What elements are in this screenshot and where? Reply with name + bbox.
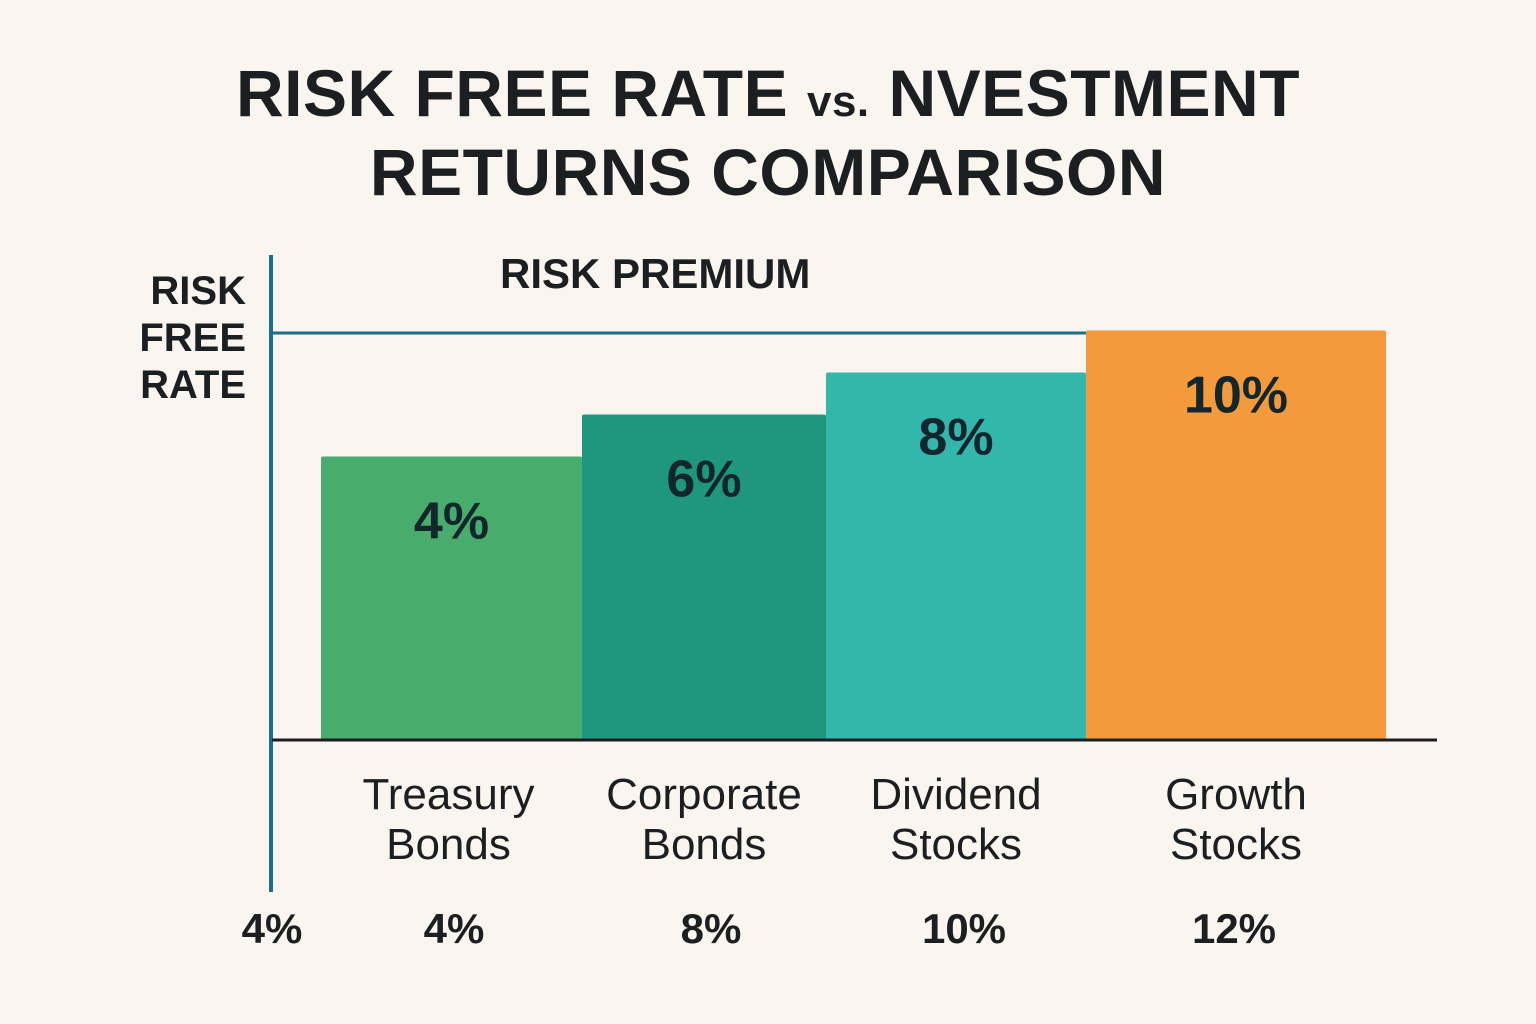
bar	[582, 414, 826, 740]
y-label-line: FREE	[139, 316, 246, 360]
y-label-line: RATE	[140, 363, 246, 407]
x-tick-label-line: Bonds	[386, 820, 511, 869]
x-tick-label-line: Stocks	[1169, 820, 1303, 869]
x-tick-label-line: Growth	[1165, 770, 1307, 819]
risk-premium-annotation: RISK PREMIUM	[500, 250, 811, 297]
x-tick-label-line: Corporate	[606, 770, 802, 819]
bar-value-label: 8%	[918, 409, 993, 467]
return-label: 4%	[241, 905, 303, 952]
x-tick-label: Growth Stocks	[1086, 770, 1386, 870]
return-label: 10%	[921, 905, 1007, 952]
return-label: 12%	[1191, 905, 1277, 952]
return-label: 8%	[680, 905, 742, 952]
x-tick-label: Corporate Bonds	[554, 770, 854, 870]
bar	[321, 456, 582, 740]
title-line2: RETURNS COMPARISON	[369, 135, 1167, 209]
x-tick-label-line: Stocks	[889, 820, 1023, 869]
x-tick-label-line: Treasury	[362, 770, 535, 819]
bar	[826, 372, 1086, 740]
x-tick-label: Dividend Stocks	[806, 770, 1106, 870]
title-part1: RISK FREE RATE	[235, 56, 789, 130]
bar-value-label: 10%	[1184, 367, 1288, 425]
y-label-line: RISK	[150, 269, 246, 313]
title-vs: vs.	[806, 77, 870, 126]
title-part2: NVESTMENT	[888, 56, 1301, 130]
x-tick-label-line: Dividend	[870, 770, 1042, 819]
chart-title: RISK FREE RATE vs. NVESTMENT RETURNS COM…	[0, 58, 1536, 207]
x-tick-label: Treasury Bonds	[299, 770, 599, 870]
bar-value-label: 4%	[414, 493, 489, 551]
bar	[1086, 330, 1386, 740]
return-label: 4%	[423, 905, 485, 952]
y-axis-label: RISK FREE RATE	[120, 268, 246, 409]
bar-value-label: 6%	[666, 451, 741, 509]
x-tick-label-line: Bonds	[641, 820, 767, 869]
